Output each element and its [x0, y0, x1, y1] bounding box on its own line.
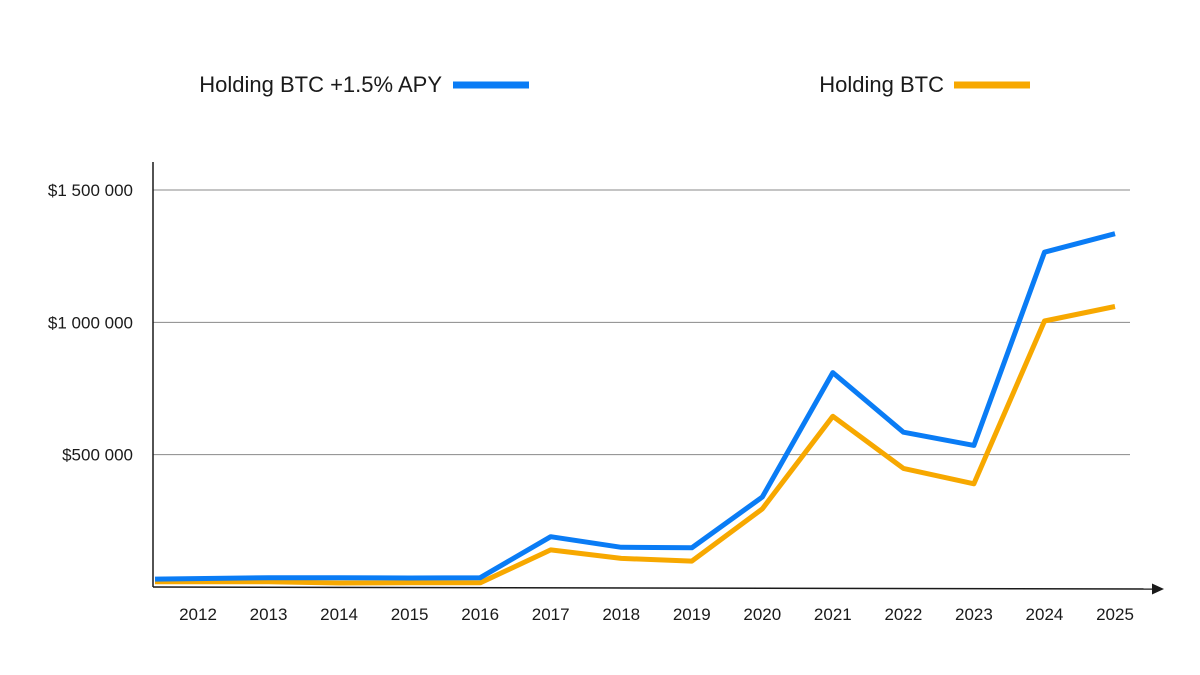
- x-axis: [152, 586, 1156, 590]
- y-tick-label: $1 000 000: [48, 313, 133, 332]
- y-axis-tick-labels: $500 000 $1 000 000 $1 500 000: [48, 181, 133, 465]
- y-gridlines: [153, 189, 1130, 456]
- series-line-btc: [155, 304, 1116, 586]
- x-tick-label: 2012: [179, 605, 217, 624]
- x-tick-label: 2025: [1096, 605, 1134, 624]
- series-lines: [154, 231, 1116, 586]
- axes: [152, 162, 1164, 595]
- x-tick-label: 2021: [814, 605, 852, 624]
- series-line-apy: [154, 231, 1116, 582]
- legend-label-apy: Holding BTC +1.5% APY: [199, 72, 442, 97]
- x-tick-label: 2022: [884, 605, 922, 624]
- x-axis-arrow-icon: [1152, 583, 1164, 595]
- legend-label-btc: Holding BTC: [819, 72, 944, 97]
- legend: Holding BTC +1.5% APY Holding BTC: [199, 72, 1030, 97]
- x-tick-label: 2013: [250, 605, 288, 624]
- y-tick-label: $1 500 000: [48, 181, 133, 200]
- x-tick-label: 2024: [1026, 605, 1064, 624]
- x-tick-label: 2016: [461, 605, 499, 624]
- x-tick-label: 2023: [955, 605, 993, 624]
- x-tick-label: 2018: [602, 605, 640, 624]
- y-tick-label: $500 000: [62, 446, 133, 465]
- x-tick-label: 2019: [673, 605, 711, 624]
- x-tick-label: 2020: [743, 605, 781, 624]
- x-tick-label: 2017: [532, 605, 570, 624]
- x-axis-tick-labels: 2012 2013 2014 2015 2016 2017 2018 2019 2020 2021…: [179, 605, 1134, 624]
- x-tick-label: 2015: [391, 605, 429, 624]
- x-tick-label: 2014: [320, 605, 358, 624]
